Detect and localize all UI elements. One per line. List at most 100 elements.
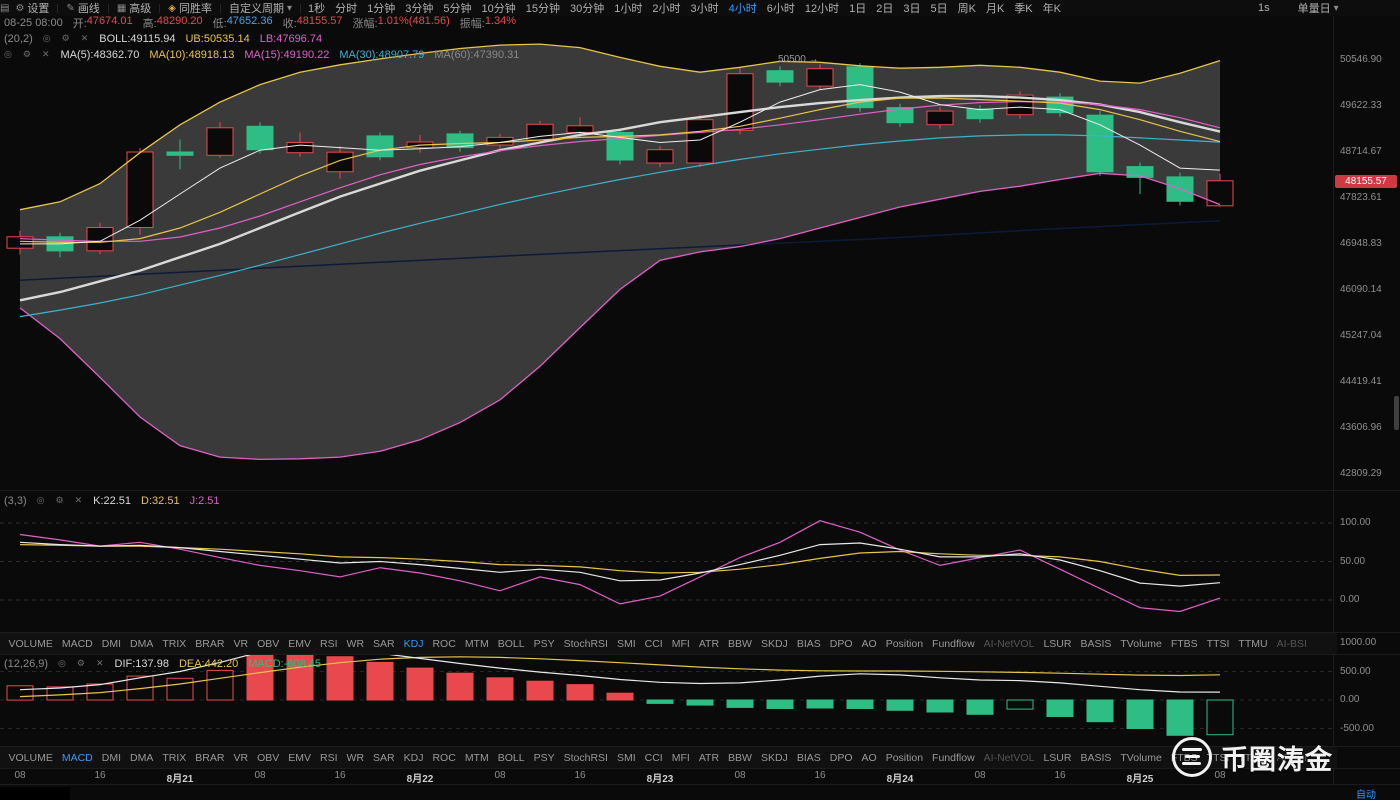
timeframe-15分钟[interactable]: 15分钟 <box>525 3 560 15</box>
close-icon[interactable]: ✕ <box>95 658 104 668</box>
tab-BBW[interactable]: BBW <box>728 637 752 650</box>
tab-SAR[interactable]: SAR <box>373 751 395 764</box>
timeframe-1小时[interactable]: 1小时 <box>614 3 643 15</box>
tab-EMV[interactable]: EMV <box>288 637 312 650</box>
tab-DMA[interactable]: DMA <box>130 751 154 764</box>
tab-Position[interactable]: Position <box>885 637 924 650</box>
tab-TRIX[interactable]: TRIX <box>162 637 187 650</box>
tab-LSUR[interactable]: LSUR <box>1043 751 1072 764</box>
timeframe-3小时[interactable]: 3小时 <box>690 3 719 15</box>
tab-EMV[interactable]: EMV <box>288 751 312 764</box>
menu-icon[interactable]: ▤ <box>0 2 10 14</box>
tab-WR[interactable]: WR <box>346 637 365 650</box>
tab-SKDJ[interactable]: SKDJ <box>760 751 788 764</box>
tab-StochRSI[interactable]: StochRSI <box>563 751 608 764</box>
tab-VOLUME[interactable]: VOLUME <box>8 637 53 650</box>
tab-BIAS[interactable]: BIAS <box>796 637 821 650</box>
visibility-icon[interactable]: ◎ <box>58 658 66 668</box>
tab-KDJ[interactable]: KDJ <box>403 751 424 764</box>
timeframe-2小时[interactable]: 2小时 <box>652 3 681 15</box>
tab-Fundflow[interactable]: Fundflow <box>932 637 975 650</box>
tab-TTSI[interactable]: TTSI <box>1206 637 1230 650</box>
tab-TTMU[interactable]: TTMU <box>1238 751 1268 764</box>
tab-BRAR[interactable]: BRAR <box>195 751 225 764</box>
timeframe-3日[interactable]: 3日 <box>903 3 921 15</box>
tab-DMI[interactable]: DMI <box>101 637 122 650</box>
timeframe-12小时[interactable]: 12小时 <box>804 3 840 15</box>
timeframe-1分钟[interactable]: 1分钟 <box>367 3 396 15</box>
tab-ATR[interactable]: ATR <box>698 751 720 764</box>
tab-PSY[interactable]: PSY <box>533 637 555 650</box>
close-icon[interactable]: ✕ <box>41 49 50 59</box>
tab-AI-BSI[interactable]: AI-BSI <box>1276 751 1307 764</box>
close-icon[interactable]: ✕ <box>74 495 83 505</box>
tool-高级[interactable]: ▦ 高级 <box>116 2 152 16</box>
tab-OBV[interactable]: OBV <box>257 637 280 650</box>
timeframe-1日[interactable]: 1日 <box>849 3 867 15</box>
tool-设置[interactable]: ⚙ 设置 <box>15 2 50 16</box>
tab-RSI[interactable]: RSI <box>320 751 338 764</box>
tab-DMA[interactable]: DMA <box>130 637 154 650</box>
tool-画线[interactable]: ✎ 画线 <box>66 2 100 16</box>
tab-BASIS[interactable]: BASIS <box>1080 637 1112 650</box>
tab-TTSI[interactable]: TTSI <box>1206 751 1230 764</box>
tab-BBW[interactable]: BBW <box>728 751 752 764</box>
visibility-icon[interactable]: ◎ <box>4 49 12 59</box>
tab-MACD[interactable]: MACD <box>61 751 93 764</box>
tab-WR[interactable]: WR <box>346 751 365 764</box>
timeframe-1秒[interactable]: 1秒 <box>308 3 326 15</box>
tab-MTM[interactable]: MTM <box>464 751 489 764</box>
tab-BOLL[interactable]: BOLL <box>497 637 525 650</box>
timeframe-5分钟[interactable]: 5分钟 <box>443 3 472 15</box>
tab-SMI[interactable]: SMI <box>616 751 636 764</box>
tab-FTBS[interactable]: FTBS <box>1170 637 1198 650</box>
timeframe-分时[interactable]: 分时 <box>335 3 358 15</box>
tab-AI-NetVOL[interactable]: AI-NetVOL <box>983 637 1035 650</box>
tab-BOLL[interactable]: BOLL <box>497 751 525 764</box>
scrollbar-thumb[interactable] <box>1394 396 1399 430</box>
tab-LSUR[interactable]: LSUR <box>1043 637 1072 650</box>
timeframe-3分钟[interactable]: 3分钟 <box>405 3 434 15</box>
tab-TVolume[interactable]: TVolume <box>1120 751 1162 764</box>
settings-icon[interactable]: ⚙ <box>76 658 85 668</box>
tab-ATR[interactable]: ATR <box>698 637 720 650</box>
tab-BRAR[interactable]: BRAR <box>195 637 225 650</box>
settings-icon[interactable]: ⚙ <box>61 33 70 43</box>
timeframe-季K[interactable]: 季K <box>1014 3 1033 15</box>
tab-MACD[interactable]: MACD <box>61 637 93 650</box>
settings-icon[interactable]: ⚙ <box>55 495 64 505</box>
tab-AO[interactable]: AO <box>861 637 877 650</box>
tab-MTM[interactable]: MTM <box>464 637 489 650</box>
tab-MFI[interactable]: MFI <box>671 637 690 650</box>
tab-StochRSI[interactable]: StochRSI <box>563 637 608 650</box>
tab-CCI[interactable]: CCI <box>644 637 663 650</box>
tab-DPO[interactable]: DPO <box>829 637 853 650</box>
tab-TVolume[interactable]: TVolume <box>1120 637 1162 650</box>
settings-icon[interactable]: ⚙ <box>22 49 31 59</box>
auto-toggle[interactable]: 自动 <box>1356 790 1376 800</box>
tab-SMI[interactable]: SMI <box>616 637 636 650</box>
close-icon[interactable]: ✕ <box>80 33 89 43</box>
tab-AO[interactable]: AO <box>861 751 877 764</box>
tab-DMI[interactable]: DMI <box>101 751 122 764</box>
timeframe-月K[interactable]: 月K <box>985 3 1005 15</box>
chart-style-dropdown[interactable]: 单量日 ▾ <box>1297 2 1339 16</box>
tab-Fundflow[interactable]: Fundflow <box>932 751 975 764</box>
tab-CCI[interactable]: CCI <box>644 751 663 764</box>
custom-period-button[interactable]: 自定义周期 ▾ <box>228 2 292 16</box>
visibility-icon[interactable]: ◎ <box>42 33 51 43</box>
tab-VOLUME[interactable]: VOLUME <box>8 751 53 764</box>
tab-MFI[interactable]: MFI <box>671 751 690 764</box>
tab-DPO[interactable]: DPO <box>829 751 853 764</box>
tab-BASIS[interactable]: BASIS <box>1080 751 1112 764</box>
tab-ROC[interactable]: ROC <box>432 637 456 650</box>
timeframe-6小时[interactable]: 6小时 <box>766 3 795 15</box>
timeframe-2日[interactable]: 2日 <box>876 3 894 15</box>
timeframe-5日[interactable]: 5日 <box>930 3 948 15</box>
timeframe-10分钟[interactable]: 10分钟 <box>481 3 516 15</box>
tab-ROC[interactable]: ROC <box>432 751 456 764</box>
tab-Position[interactable]: Position <box>885 751 924 764</box>
tab-AI-BSI[interactable]: AI-BSI <box>1276 637 1307 650</box>
tab-VR[interactable]: VR <box>233 751 249 764</box>
